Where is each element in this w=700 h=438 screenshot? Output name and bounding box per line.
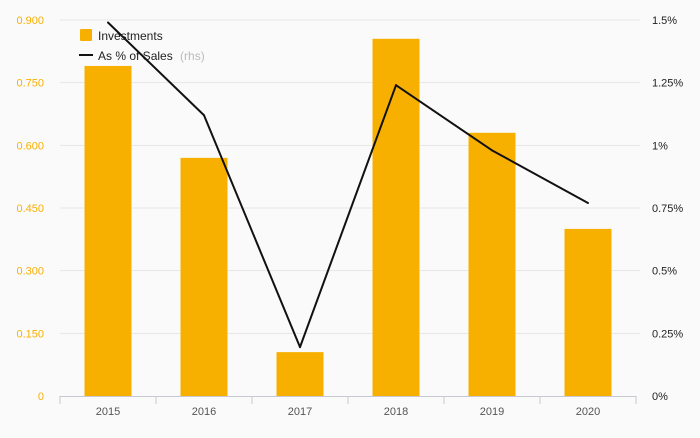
bar	[372, 38, 420, 397]
line-sales-pct	[107, 21, 589, 349]
bar	[180, 157, 228, 396]
x-tick-label: 2019	[480, 406, 504, 418]
y-right-tick-label: 0%	[652, 391, 668, 403]
legend-item-investments[interactable]: Investments	[80, 29, 163, 43]
y-left-tick-label: 0.900	[16, 15, 44, 27]
y-left-tick-label: 0.150	[16, 328, 44, 340]
bars	[84, 38, 612, 397]
y-left-tick-label: 0.750	[16, 78, 44, 90]
bar	[276, 352, 324, 396]
line-point	[491, 149, 493, 152]
legend-swatch-bar	[80, 29, 92, 41]
line-point	[203, 114, 205, 117]
x-tick-label: 2020	[576, 406, 600, 418]
gridlines	[60, 19, 640, 334]
y-left-tick-label: 0.300	[16, 266, 44, 278]
y-right-tick-label: 0.5%	[652, 266, 677, 278]
line-point	[299, 346, 301, 349]
x-axis-ticks: 2015 2016 2017 2018 2019 2020	[96, 406, 600, 418]
legend: Investments As % of Sales (rhs)	[79, 29, 205, 63]
y-axis-left-ticks: 0 0.150 0.300 0.450 0.600 0.750 0.900	[16, 15, 44, 403]
legend-label-suffix: (rhs)	[180, 49, 205, 63]
y-right-tick-label: 0.25%	[652, 328, 683, 340]
line-point	[107, 21, 109, 24]
y-right-tick-label: 1.25%	[652, 78, 683, 90]
x-tick-label: 2018	[384, 406, 408, 418]
legend-label-investments: Investments	[98, 29, 163, 43]
y-left-tick-label: 0.450	[16, 203, 44, 215]
y-left-tick-label: 0	[38, 391, 44, 403]
bar	[468, 132, 516, 397]
line-point	[395, 84, 397, 87]
y-right-tick-label: 1.5%	[652, 15, 677, 27]
y-right-tick-label: 1%	[652, 140, 668, 152]
line-point	[587, 201, 589, 204]
legend-label-text: As % of Sales	[98, 49, 173, 63]
y-left-tick-label: 0.600	[16, 140, 44, 152]
legend-item-sales-pct[interactable]: As % of Sales (rhs)	[79, 49, 205, 63]
bar	[564, 228, 612, 396]
legend-label-sales-pct: As % of Sales (rhs)	[98, 49, 205, 63]
x-tick-label: 2017	[288, 406, 312, 418]
y-axis-right-ticks: 0% 0.25% 0.5% 0.75% 1% 1.25% 1.5%	[652, 15, 683, 403]
bar	[84, 65, 132, 396]
x-axis	[59, 396, 637, 404]
line-series	[107, 21, 589, 349]
x-tick-label: 2015	[96, 406, 120, 418]
x-tick-label: 2016	[192, 406, 216, 418]
y-right-tick-label: 0.75%	[652, 203, 683, 215]
